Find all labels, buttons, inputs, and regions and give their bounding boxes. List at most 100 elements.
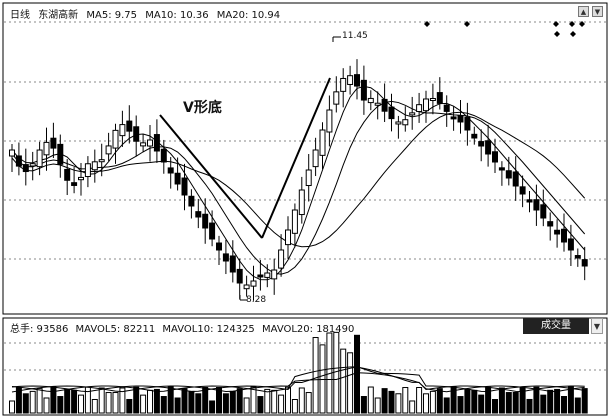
candle-body [457, 115, 464, 123]
volume-bar [567, 386, 574, 414]
event-marker-icon [553, 21, 559, 27]
volume-bar [119, 387, 126, 414]
candle-body [78, 176, 84, 181]
volume-bar [222, 393, 229, 414]
candle-body [257, 274, 264, 278]
volume-bar [188, 390, 195, 414]
candle-body [347, 75, 354, 85]
volume-bar [22, 393, 29, 414]
volume-bar [112, 392, 119, 414]
volume-bar [478, 394, 485, 414]
volume-indicator-tab[interactable]: 成交量 [523, 318, 589, 334]
event-marker-icon [554, 31, 560, 37]
scroll-down-button[interactable]: ▼ [592, 6, 603, 17]
moving-average-line [11, 100, 586, 275]
volume-bar [423, 393, 429, 414]
v-bottom-annotation: V形底 [183, 100, 222, 116]
candle-body [416, 104, 423, 112]
candle-body [367, 97, 374, 104]
volume-bar [64, 388, 71, 414]
candle-body [381, 98, 388, 112]
candle-body [478, 141, 485, 147]
volume-ma-line [11, 366, 585, 393]
volume-bar [374, 397, 381, 414]
chart-header: 日线 东湖高新 MA5: 9.75 MA10: 10.36 MA20: 10.9… [10, 6, 285, 21]
volume-bar [153, 388, 160, 414]
candle-body [526, 199, 533, 203]
volume-bar [236, 388, 243, 414]
price-panel-frame [2, 2, 608, 315]
candle-body [436, 92, 443, 104]
candle-body [360, 79, 367, 101]
candle-body [409, 112, 416, 116]
volume-bar [126, 398, 133, 414]
volume-bar [471, 389, 478, 414]
candle-body [492, 151, 498, 163]
volume-bar [202, 387, 209, 414]
mavol10-value: MAVOL10: 124325 [162, 324, 255, 335]
volume-ma-line [11, 372, 585, 393]
volume-bar [9, 400, 15, 414]
volume-bar [140, 394, 147, 414]
candle-body [160, 148, 167, 163]
candle-body [222, 253, 229, 262]
volume-bar [519, 387, 526, 414]
candle-body [533, 199, 540, 211]
candle-body [174, 172, 181, 185]
chevron-down-icon[interactable]: ▼ [591, 318, 603, 334]
event-marker-icon [569, 21, 575, 27]
volume-bar [505, 392, 512, 414]
period-label: 日线 [10, 10, 30, 21]
volume-bar [340, 348, 347, 414]
candle-body [388, 106, 395, 120]
candle-body [236, 268, 243, 284]
volume-header: 总手: 93586 MAVOL5: 82211 MAVOL10: 124325 … [10, 320, 358, 335]
volume-bar [243, 397, 250, 414]
low-price-tick [239, 295, 247, 301]
volume-bar [78, 394, 84, 414]
volume-bar [229, 390, 236, 414]
volume-bar [464, 388, 471, 414]
candle-body [167, 167, 174, 174]
volume-bar [381, 388, 388, 414]
candle-body [181, 177, 188, 196]
volume-bar [367, 386, 374, 414]
volume-bar [57, 396, 64, 414]
volume-bar [457, 396, 464, 414]
volume-panel-frame [2, 317, 608, 416]
volume-ma-line [11, 366, 585, 393]
candle-body [443, 104, 450, 112]
volume-bar [492, 399, 498, 414]
scroll-up-button[interactable]: ▲ [578, 6, 589, 17]
volume-bar [574, 397, 581, 414]
candle-body [554, 229, 561, 235]
candle-body [395, 121, 402, 125]
volume-bar [250, 386, 257, 414]
volume-bar [533, 386, 540, 414]
candle-body [271, 269, 278, 280]
candle-body [140, 142, 147, 147]
candle-body [147, 139, 153, 147]
candle-body [498, 167, 505, 171]
high-price-mark: 11.45 [342, 31, 368, 41]
volume-bar [291, 399, 298, 414]
candle-body [429, 97, 436, 101]
v-trend-line-right [261, 77, 331, 239]
candle-body [567, 238, 574, 251]
volume-bar [395, 393, 402, 414]
candle-body [450, 116, 457, 120]
volume-bar [29, 390, 36, 414]
candle-body [98, 159, 105, 163]
high-price-tick [332, 36, 341, 42]
candle-body [402, 119, 409, 126]
volume-bar [409, 400, 416, 414]
volume-bar [209, 400, 216, 414]
total-volume: 总手: 93586 [10, 324, 69, 335]
event-marker-icon [570, 31, 576, 37]
v-trend-line-left [159, 114, 263, 239]
candle-body [209, 222, 216, 240]
volume-bar [278, 394, 285, 414]
candle-body [285, 229, 291, 246]
